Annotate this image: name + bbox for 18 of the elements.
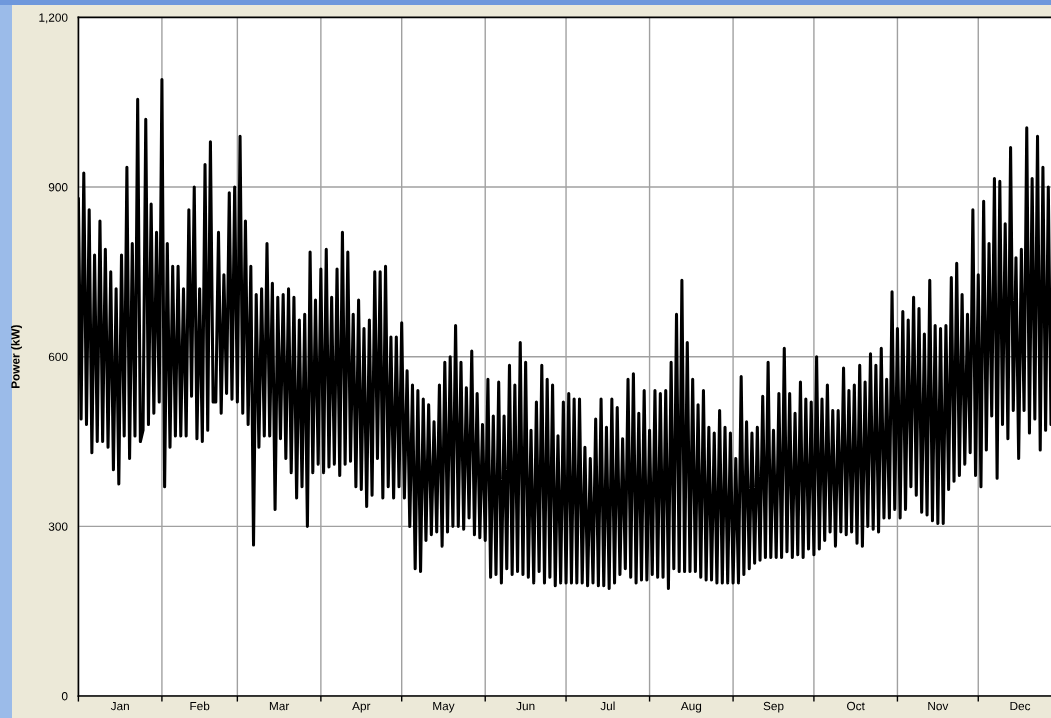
x-tick-label: Jan <box>110 701 129 711</box>
x-tick-label: Oct <box>847 701 865 711</box>
x-tick-label: Jul <box>600 701 615 711</box>
x-tick-label: Dec <box>1010 701 1031 711</box>
x-tick-label: Nov <box>928 701 949 711</box>
y-tick-label: 0 <box>61 692 68 701</box>
x-tick-label: Feb <box>190 701 210 711</box>
x-tick-label: Mar <box>269 701 290 711</box>
x-tick-label: Aug <box>680 701 702 713</box>
y-tick-label: 300 <box>48 522 68 531</box>
y-axis-title: Power (kW) <box>10 325 22 389</box>
y-tick-label: 600 <box>48 352 68 362</box>
x-tick-label: Apr <box>352 701 371 713</box>
y-tick-label: 1,200 <box>39 13 68 24</box>
x-tick-label: Jun <box>516 701 535 711</box>
y-tick-label: 900 <box>48 183 68 192</box>
x-tick-label: Sep <box>763 701 784 713</box>
x-tick-label: May <box>433 701 455 713</box>
